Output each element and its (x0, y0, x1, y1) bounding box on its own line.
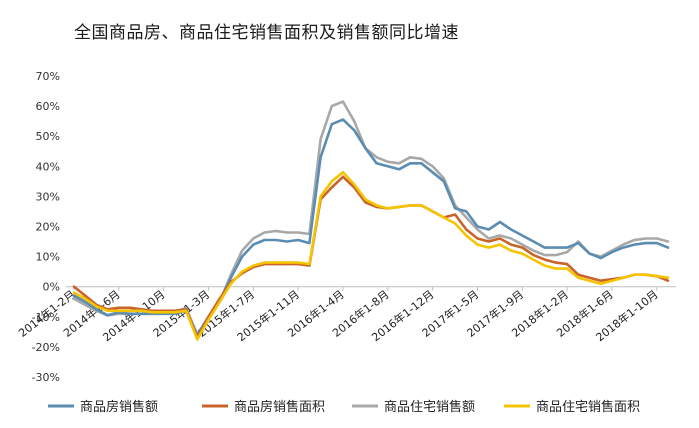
y-tick-label: 70% (36, 70, 60, 83)
chart-title: 全国商品房、商品住宅销售面积及销售额同比增速 (74, 23, 459, 43)
series-line-1 (72, 118, 670, 337)
legend-label: 商品住宅销售额 (384, 399, 475, 415)
legend-label: 商品房销售面积 (234, 399, 325, 415)
y-tick-label: 40% (36, 160, 60, 173)
series-line-4 (72, 171, 670, 341)
y-tick-label: -20% (32, 341, 60, 354)
y-tick-label: 20% (36, 221, 60, 234)
y-tick-label: -10% (32, 311, 60, 324)
legend-label: 商品房销售额 (80, 399, 158, 415)
y-tick-label: 50% (36, 130, 60, 143)
y-tick-label: 0% (43, 281, 60, 294)
legend-label: 商品住宅销售面积 (536, 399, 640, 415)
y-tick-label: 10% (36, 251, 60, 264)
y-tick-label: 30% (36, 190, 60, 203)
series-line-2 (72, 175, 670, 340)
y-tick-label: 60% (36, 100, 60, 113)
y-tick-label: -30% (32, 371, 60, 384)
